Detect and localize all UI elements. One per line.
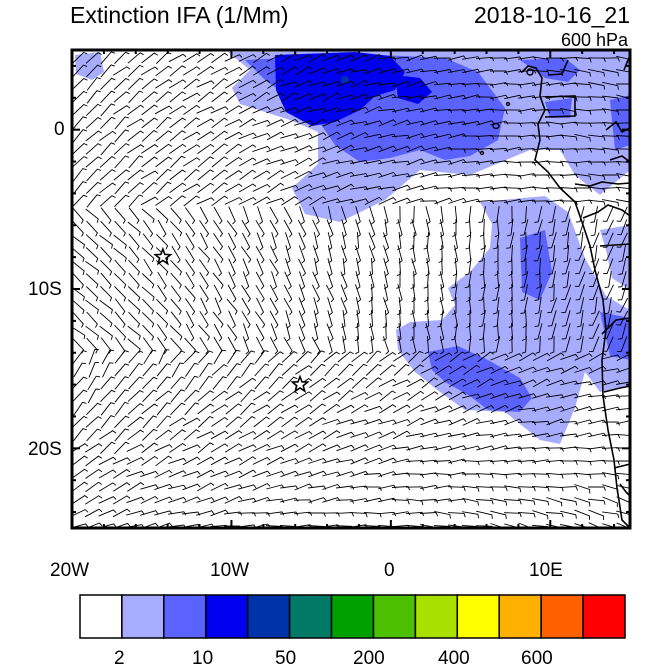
colorbar	[79, 594, 626, 639]
colorbar-swatch	[456, 594, 500, 639]
colorbar-swatch	[205, 594, 249, 639]
axis-ticks	[71, 50, 630, 528]
star-marker	[290, 374, 310, 393]
lat-label-10s: 10S	[28, 279, 62, 300]
lon-label-10e: 10E	[529, 560, 563, 581]
colorbar-swatch	[582, 594, 626, 639]
lon-label-20w: 20W	[50, 560, 90, 581]
colorbar-swatch	[121, 594, 165, 639]
colorbar-swatch	[288, 594, 333, 639]
colorbar-swatch	[372, 594, 417, 639]
station-markers	[153, 246, 310, 393]
lat-label-20s: 20S	[28, 439, 62, 460]
plume-core-dot	[341, 76, 349, 84]
colorbar-label: 50	[275, 648, 297, 669]
colorbar-swatch	[498, 594, 542, 639]
colorbar-label: 2	[114, 648, 125, 669]
pressure-level: 600 hPa	[560, 30, 628, 50]
map-title: Extinction IFA (1/Mm)	[70, 2, 289, 28]
colorbar-swatch	[246, 594, 291, 639]
colorbar-swatch	[163, 594, 207, 639]
colorbar-label: 200	[353, 648, 385, 669]
africa-coastline	[521, 55, 630, 528]
colorbar-label: 600	[521, 648, 553, 669]
colorbar-label: 10	[192, 648, 214, 669]
plot-area	[72, 50, 630, 528]
map-datetime: 2018-10-16_21	[473, 2, 630, 28]
colorbar-swatch	[330, 594, 375, 639]
colorbar-swatch	[540, 594, 584, 639]
wind-barbs	[72, 51, 630, 528]
islands	[479, 68, 534, 156]
lon-label-0: 0	[384, 560, 395, 581]
colorbar-label: 400	[438, 648, 470, 669]
star-marker	[153, 246, 173, 266]
lat-label-0: 0	[54, 119, 65, 140]
lon-label-10w: 10W	[210, 560, 250, 581]
colorbar-swatch	[79, 594, 123, 639]
colorbar-swatch	[414, 594, 459, 639]
